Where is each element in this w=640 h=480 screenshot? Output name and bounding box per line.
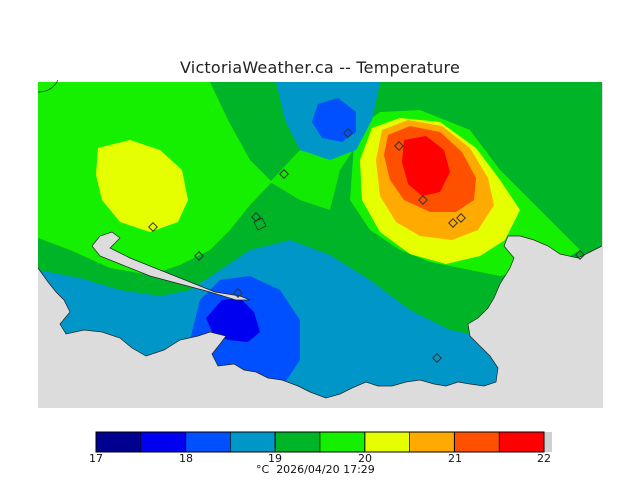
colorbar-cell (319, 431, 366, 453)
station-marker[interactable] (148, 222, 158, 232)
colorbar-tick-22: 22 (537, 452, 551, 465)
colorbar-cell (409, 431, 455, 453)
colorbar-tick-21: 21 (448, 452, 462, 465)
inlet (91, 231, 251, 301)
map-title: VictoriaWeather.ca -- Temperature (180, 58, 460, 77)
colorbar-tick-17: 17 (89, 452, 103, 465)
station-marker[interactable] (251, 212, 261, 222)
colorbar-cell (274, 431, 321, 453)
colorbar-tick-18: 18 (179, 452, 193, 465)
coast-arc (37, 79, 59, 93)
weather-stations[interactable] (148, 128, 585, 363)
station-marker[interactable] (194, 251, 204, 261)
station-marker[interactable] (343, 128, 353, 138)
colorbar-cell (230, 431, 276, 453)
colorbar-cell (140, 431, 186, 453)
station-marker[interactable] (394, 141, 404, 151)
station-marker[interactable] (418, 195, 428, 205)
colorbar-cell (364, 431, 410, 453)
station-marker[interactable] (279, 169, 289, 179)
station-marker[interactable] (456, 213, 466, 223)
colorbar-cell (95, 431, 142, 453)
colorbar-cells (95, 431, 545, 453)
colorbar-cell (498, 431, 545, 453)
colorbar-footer: °C 2026/04/20 17:29 (256, 463, 375, 476)
timestamp: 2026/04/20 17:29 (276, 463, 375, 476)
station-marker[interactable] (432, 353, 442, 363)
colorbar-cell (454, 431, 500, 453)
lake (253, 217, 267, 231)
station-marker[interactable] (233, 288, 243, 298)
colorbar-tick-19: 19 (268, 452, 282, 465)
colorbar-cell (185, 431, 231, 453)
temperature-contours (38, 82, 602, 398)
colorbar-ticks (95, 432, 545, 452)
coastline (37, 235, 603, 399)
station-marker[interactable] (448, 218, 458, 228)
unit-label: °C (256, 463, 270, 476)
station-marker[interactable] (575, 250, 585, 260)
colorbar-tick-20: 20 (358, 452, 372, 465)
